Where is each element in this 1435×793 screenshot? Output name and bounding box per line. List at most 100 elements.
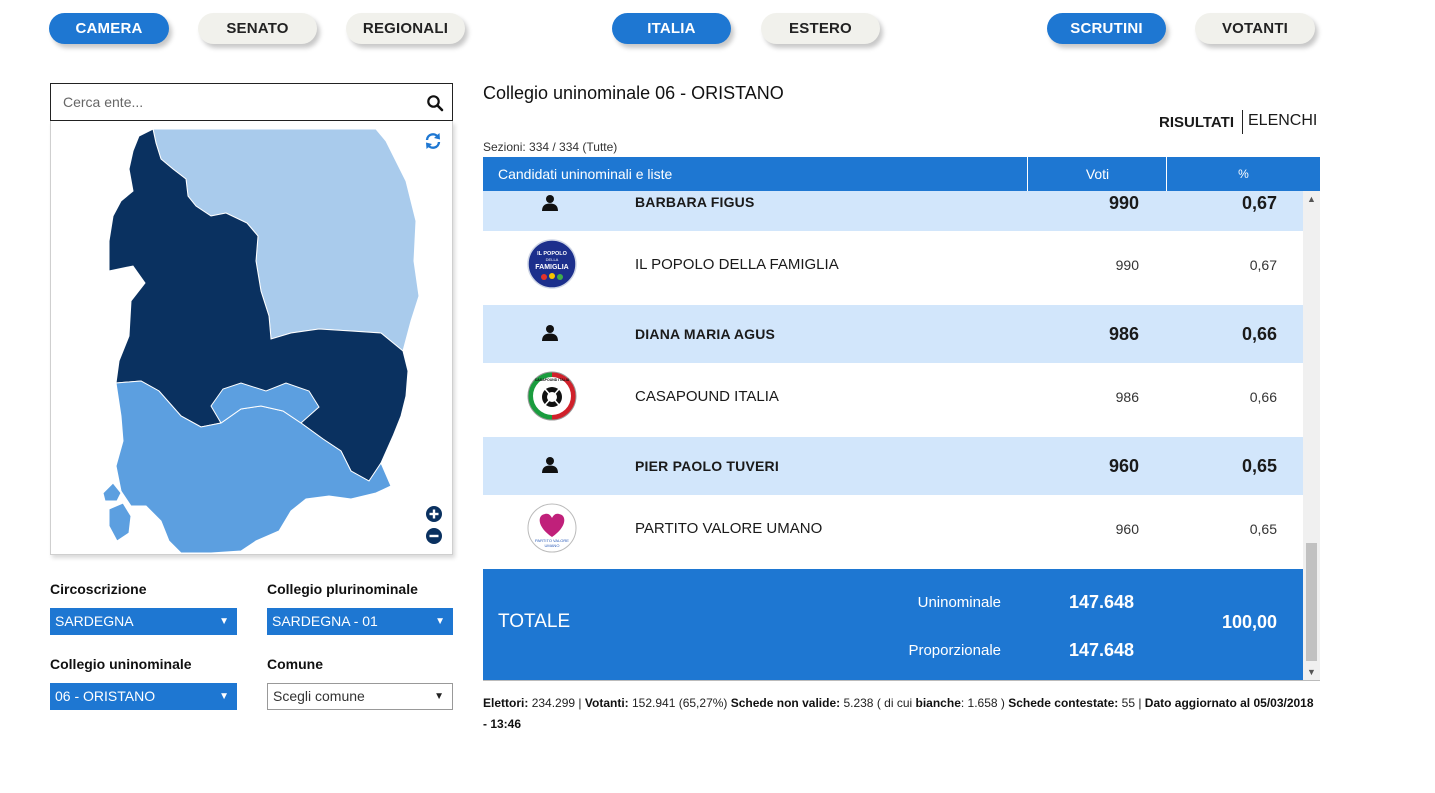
list-pct: 0,66: [1249, 389, 1277, 405]
divider: [1242, 110, 1243, 134]
candidate-pct: 0,66: [1241, 324, 1277, 344]
page-title: Collegio uninominale 06 - ORISTANO: [483, 83, 784, 103]
search-icon[interactable]: [426, 94, 444, 112]
bianche-label: bianche: [915, 696, 961, 710]
candidate-pct: 0,67: [1241, 193, 1277, 213]
zoom-out-icon[interactable]: [425, 527, 443, 545]
table-row: PIER PAOLO TUVERI 960 0,65: [483, 437, 1303, 495]
schede-contestate-label: Schede contestate:: [1008, 696, 1119, 710]
sardinia-map[interactable]: [51, 121, 452, 554]
collegio-plurinominale-label: Collegio plurinominale: [267, 581, 418, 597]
schede-contestate-value: 55: [1121, 696, 1135, 710]
search-box: [50, 83, 453, 121]
schede-non-valide-label: Schede non valide:: [730, 696, 841, 710]
table-row: DIANA MARIA AGUS 986 0,66: [483, 305, 1303, 363]
list-name: CASAPOUND ITALIA: [635, 388, 779, 405]
tab-votanti[interactable]: VOTANTI: [1195, 13, 1315, 44]
tab-scrutini[interactable]: SCRUTINI: [1047, 13, 1166, 44]
candidate-name: BARBARA FIGUS: [635, 194, 755, 210]
list-pct: 0,67: [1249, 257, 1277, 273]
tab-senato[interactable]: SENATO: [198, 13, 317, 44]
scrollbar[interactable]: ▲ ▼: [1303, 191, 1320, 680]
candidate-votes: 986: [1108, 324, 1139, 344]
summary-footer: Elettori: 234.299 | Votanti: 152.941 (65…: [483, 696, 1314, 731]
table-row: CASAPOUND ITALIA CASAPOUND ITALIA 986 0,…: [483, 363, 1303, 437]
scroll-down-icon[interactable]: ▼: [1307, 667, 1316, 677]
scroll-up-icon[interactable]: ▲: [1307, 194, 1316, 204]
person-icon: [542, 195, 558, 211]
map-panel: [50, 121, 453, 555]
proporzionale-label: Proporzionale: [908, 642, 1001, 659]
comune-select[interactable]: Scegli comune ▼: [267, 683, 453, 710]
candidate-pct: 0,65: [1241, 456, 1277, 476]
comune-label: Comune: [267, 656, 323, 672]
partito-valore-umano-logo: PARTITO VALORE UMANO: [527, 503, 577, 553]
scroll-thumb[interactable]: [1306, 543, 1317, 661]
chevron-down-icon: ▼: [219, 691, 229, 702]
results-table: BARBARA FIGUS 990 0,67 IL POPOLO DELLA F…: [483, 191, 1320, 681]
total-row: TOTALE Uninominale 147.648 Proporzionale…: [483, 569, 1303, 680]
sezioni-count: Sezioni: 334 / 334 (Tutte): [483, 140, 618, 154]
candidate-name: PIER PAOLO TUVERI: [635, 458, 779, 474]
col-pct: %: [1166, 157, 1320, 191]
search-input[interactable]: [51, 84, 411, 120]
total-label: TOTALE: [498, 611, 571, 632]
logo-text: IL POPOLO: [537, 251, 568, 257]
schede-non-valide-value: 5.238 ( di cui: [843, 696, 913, 710]
popolo-famiglia-logo: IL POPOLO DELLA FAMIGLIA: [527, 239, 577, 289]
person-icon: [542, 457, 558, 473]
circoscrizione-label: Circoscrizione: [50, 581, 147, 597]
person-icon: [542, 325, 558, 341]
col-voti: Voti: [1027, 157, 1167, 191]
table-row: PARTITO VALORE UMANO PARTITO VALORE UMAN…: [483, 495, 1303, 569]
tab-italia[interactable]: ITALIA: [612, 13, 731, 44]
list-pct: 0,65: [1249, 521, 1277, 537]
chevron-down-icon: ▼: [435, 616, 445, 627]
collegio-uninominale-label: Collegio uninominale: [50, 656, 192, 672]
comune-value: Scegli comune: [273, 688, 365, 704]
votanti-value: 152.941 (65,27%): [632, 696, 728, 710]
collegio-uninominale-select[interactable]: 06 - ORISTANO ▼: [50, 683, 237, 710]
circoscrizione-select[interactable]: SARDEGNA ▼: [50, 608, 237, 635]
view-elenchi-button[interactable]: ELENCHI: [1248, 112, 1318, 129]
table-header: Candidati uninominali e liste Voti %: [483, 157, 1320, 191]
uninominale-value: 147.648: [1069, 592, 1135, 612]
collegio-plurinominale-value: SARDEGNA - 01: [272, 613, 378, 629]
elettori-label: Elettori:: [483, 696, 529, 710]
table-row: IL POPOLO DELLA FAMIGLIA IL POPOLO DELLA…: [483, 231, 1303, 305]
col-candidati: Candidati uninominali e liste: [498, 166, 673, 182]
logo-text: UMANO: [545, 543, 560, 548]
view-risultati-button[interactable]: RISULTATI: [1159, 114, 1234, 131]
logo-text: CASAPOUND ITALIA: [535, 378, 570, 382]
logo-text: PARTITO VALORE: [535, 538, 569, 543]
collegio-uninominale-value: 06 - ORISTANO: [55, 688, 156, 704]
candidate-votes: 990: [1108, 193, 1139, 213]
candidate-votes: 960: [1108, 456, 1139, 476]
list-name: PARTITO VALORE UMANO: [635, 520, 823, 537]
elettori-value: 234.299: [531, 696, 576, 710]
casapound-logo: CASAPOUND ITALIA: [527, 371, 577, 421]
list-votes: 990: [1115, 257, 1139, 273]
bianche-value: : 1.658 ): [960, 696, 1005, 710]
logo-text: DELLA: [546, 257, 559, 262]
tab-regionali[interactable]: REGIONALI: [346, 13, 465, 44]
zoom-in-icon[interactable]: [425, 505, 443, 523]
table-row: BARBARA FIGUS 990 0,67: [483, 191, 1303, 231]
tab-camera[interactable]: CAMERA: [49, 13, 169, 44]
list-votes: 960: [1115, 521, 1139, 537]
collegio-plurinominale-select[interactable]: SARDEGNA - 01 ▼: [267, 608, 453, 635]
chevron-down-icon: ▼: [219, 616, 229, 627]
tab-estero[interactable]: ESTERO: [761, 13, 880, 44]
list-votes: 986: [1115, 389, 1139, 405]
circoscrizione-value: SARDEGNA: [55, 613, 134, 629]
list-name: IL POPOLO DELLA FAMIGLIA: [635, 256, 839, 273]
logo-text: FAMIGLIA: [535, 264, 568, 271]
refresh-icon[interactable]: [424, 132, 442, 150]
dato-aggiornato: Dato aggiornato al 05/03/2018 - 13:46: [483, 696, 1314, 731]
total-pct: 100,00: [1221, 612, 1277, 632]
proporzionale-value: 147.648: [1069, 640, 1135, 660]
uninominale-label: Uninominale: [917, 594, 1001, 611]
chevron-down-icon: ▼: [434, 691, 444, 702]
votanti-label: Votanti:: [584, 696, 629, 710]
candidate-name: DIANA MARIA AGUS: [635, 326, 776, 342]
